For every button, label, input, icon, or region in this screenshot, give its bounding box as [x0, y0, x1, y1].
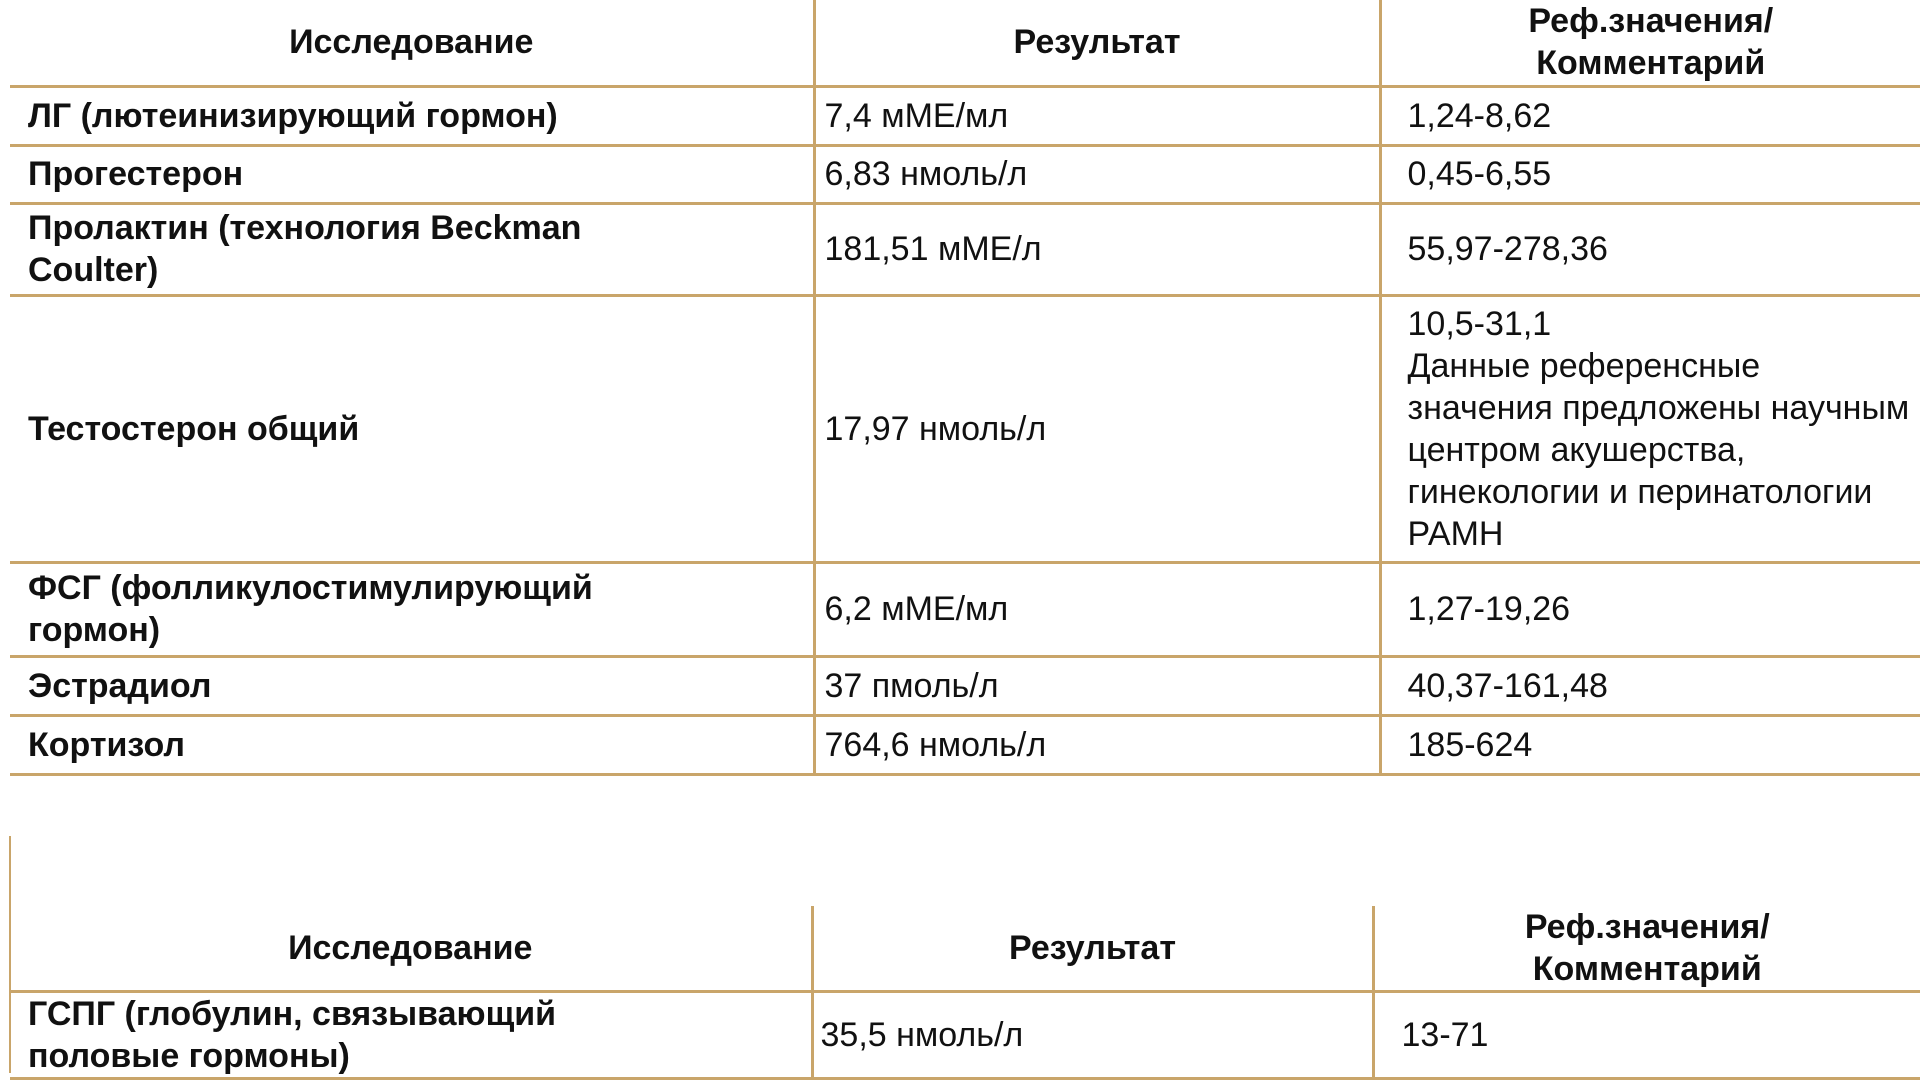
study-name: Прогестерон	[10, 145, 816, 205]
header-study: Исследование	[10, 0, 816, 88]
result-value: 6,2 мМЕ/мл	[814, 562, 1382, 658]
table-row: Прогестерон 6,83 нмоль/л 0,45-6,55	[10, 145, 1920, 205]
study-name: ГСПГ (глобулин, связывающий половые горм…	[10, 991, 814, 1080]
table-row: Эстрадиол 37 пмоль/л 40,37-161,48	[10, 656, 1920, 717]
header-result: Результат	[812, 906, 1375, 993]
study-name: Эстрадиол	[10, 656, 816, 717]
study-name: ФСГ (фолликулостимулирующий гормон)	[10, 562, 816, 658]
reference-value: 13-71	[1373, 991, 1920, 1080]
header-study: Исследование	[10, 906, 814, 993]
result-value: 37 пмоль/л	[814, 656, 1382, 717]
reference-value: 1,27-19,26	[1380, 562, 1920, 658]
reference-value: 55,97-278,36	[1380, 203, 1920, 297]
reference-value: 0,45-6,55	[1380, 145, 1920, 205]
study-name: Тестостерон общий	[10, 295, 816, 564]
reference-value: 40,37-161,48	[1380, 656, 1920, 717]
study-name: ЛГ (лютеинизирующий гормон)	[10, 86, 816, 147]
study-name: Кортизол	[10, 715, 816, 776]
result-value: 17,97 нмоль/л	[814, 295, 1382, 564]
reference-value: 1,24-8,62	[1380, 86, 1920, 147]
header-reference: Реф.значения/ Комментарий	[1373, 906, 1920, 993]
header-reference: Реф.значения/ Комментарий	[1380, 0, 1920, 88]
table-row: Пролактин (технология Beckman Coulter) 1…	[10, 203, 1920, 297]
table-row: ФСГ (фолликулостимулирующий гормон) 6,2 …	[10, 562, 1920, 658]
hormone-results-table: Исследование Результат Реф.значения/ Ком…	[10, 0, 1920, 776]
table-row: Кортизол 764,6 нмоль/л 185-624	[10, 715, 1920, 776]
header-result: Результат	[814, 0, 1382, 88]
table-row: ГСПГ (глобулин, связывающий половые горм…	[10, 991, 1920, 1080]
result-value: 7,4 мМЕ/мл	[814, 86, 1382, 147]
shbg-results-table: Исследование Результат Реф.значения/ Ком…	[10, 906, 1920, 1080]
result-value: 181,51 мМЕ/л	[814, 203, 1382, 297]
reference-comment: 10,5-31,1 Данные референсные значения пр…	[1380, 295, 1920, 564]
table-header-row: Исследование Результат Реф.значения/ Ком…	[10, 906, 1920, 993]
result-value: 764,6 нмоль/л	[814, 715, 1382, 776]
result-value: 6,83 нмоль/л	[814, 145, 1382, 205]
study-name: Пролактин (технология Beckman Coulter)	[10, 203, 816, 297]
reference-value: 185-624	[1380, 715, 1920, 776]
table-header-row: Исследование Результат Реф.значения/ Ком…	[10, 0, 1920, 88]
result-value: 35,5 нмоль/л	[812, 991, 1375, 1080]
table-row: ЛГ (лютеинизирующий гормон) 7,4 мМЕ/мл 1…	[10, 86, 1920, 147]
table-row: Тестостерон общий 17,97 нмоль/л 10,5-31,…	[10, 295, 1920, 564]
